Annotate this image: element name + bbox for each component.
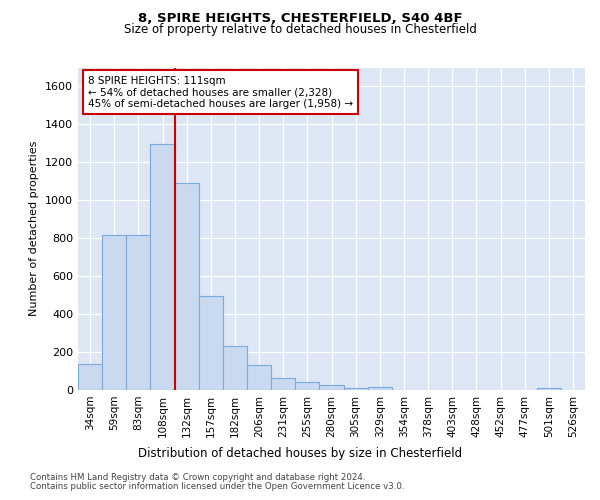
Bar — [271, 378, 295, 390]
Text: Contains HM Land Registry data © Crown copyright and database right 2024.: Contains HM Land Registry data © Crown c… — [30, 472, 365, 482]
Text: 8, SPIRE HEIGHTS, CHESTERFIELD, S40 4BF: 8, SPIRE HEIGHTS, CHESTERFIELD, S40 4BF — [137, 12, 463, 26]
Bar — [319, 386, 344, 390]
Text: Distribution of detached houses by size in Chesterfield: Distribution of detached houses by size … — [138, 448, 462, 460]
Bar — [126, 236, 151, 390]
Bar — [78, 364, 102, 390]
Bar — [102, 236, 126, 390]
Bar — [344, 388, 368, 390]
Y-axis label: Number of detached properties: Number of detached properties — [29, 141, 40, 316]
Bar — [247, 366, 271, 390]
Bar — [223, 346, 247, 390]
Bar — [537, 388, 561, 390]
Bar — [151, 144, 175, 390]
Bar — [175, 183, 199, 390]
Bar — [199, 296, 223, 390]
Text: Size of property relative to detached houses in Chesterfield: Size of property relative to detached ho… — [124, 22, 476, 36]
Text: Contains public sector information licensed under the Open Government Licence v3: Contains public sector information licen… — [30, 482, 404, 491]
Text: 8 SPIRE HEIGHTS: 111sqm
← 54% of detached houses are smaller (2,328)
45% of semi: 8 SPIRE HEIGHTS: 111sqm ← 54% of detache… — [88, 76, 353, 109]
Bar — [368, 387, 392, 390]
Bar — [295, 382, 319, 390]
